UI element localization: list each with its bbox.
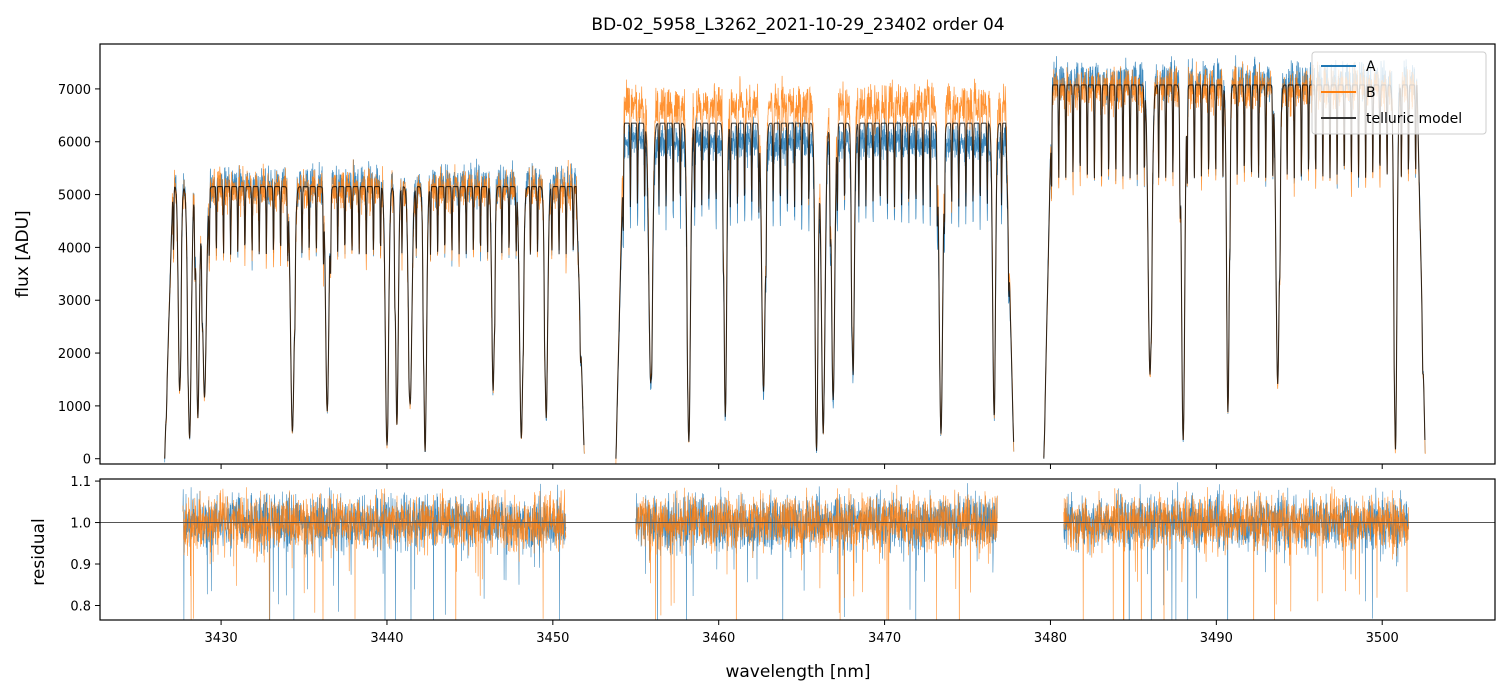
flux-y-tick-label: 3000 [58,294,91,309]
residual-x-tick-label: 3460 [702,631,735,646]
residual-x-tick-label: 3480 [1034,631,1067,646]
residual-y-tick-label: 0.8 [70,599,91,614]
residual-x-tick-label: 3470 [868,631,901,646]
flux-y-tick-label: 0 [83,453,91,468]
legend-label-b: B [1366,85,1376,101]
flux-x-ticks [220,464,1383,469]
flux-panel: 0 1000 2000 3000 4000 5000 6000 7000 flux [ADU]… [13,43,1496,469]
residual-axes-frame [99,478,1496,621]
flux-y-tick-label: 4000 [58,241,91,256]
residual-x-ticks: 3430 3440 3450 3460 3470 3480 3490 3500 [205,620,1399,646]
chart-title: BD-02_5958_L3262_2021-10-29_23402 order … [591,15,1004,35]
legend: A B telluric model [1311,51,1487,135]
flux-y-tick-label: 6000 [58,136,91,151]
flux-y-tick-label: 5000 [58,189,91,204]
flux-y-tick-label: 1000 [58,400,91,415]
residual-y-tick-label: 0.9 [70,558,91,573]
residual-x-tick-label: 3450 [536,631,569,646]
flux-plot-area [164,55,1426,464]
flux-y-tick-label: 7000 [58,83,91,98]
flux-series-b [164,61,1426,464]
residual-plot-area [100,482,1495,620]
residual-series-b [182,484,1409,620]
flux-y-axis-label: flux [ADU] [13,210,33,297]
residual-y-tick-label: 1.1 [70,475,91,490]
residual-panel: 0.8 0.9 1.0 1.1 3430 3440 3450 3460 3470 3480 349… [29,475,1496,682]
residual-x-tick-label: 3440 [370,631,403,646]
residual-x-tick-label: 3490 [1200,631,1233,646]
residual-y-ticks: 0.8 0.9 1.0 1.1 [70,475,100,614]
legend-box [1311,51,1487,135]
residual-x-tick-label: 3430 [205,631,238,646]
x-axis-label: wavelength [nm] [725,662,870,682]
flux-y-tick-label: 2000 [58,347,91,362]
flux-y-ticks: 0 1000 2000 3000 4000 5000 6000 7000 [58,83,100,468]
residual-x-tick-label: 3500 [1366,631,1399,646]
residual-y-tick-label: 1.0 [70,517,91,532]
flux-axes-frame [99,43,1496,465]
residual-y-axis-label: residual [29,518,49,585]
legend-label-model: telluric model [1366,111,1462,127]
legend-label-a: A [1366,59,1376,75]
flux-series-telluric-model [164,84,1426,459]
